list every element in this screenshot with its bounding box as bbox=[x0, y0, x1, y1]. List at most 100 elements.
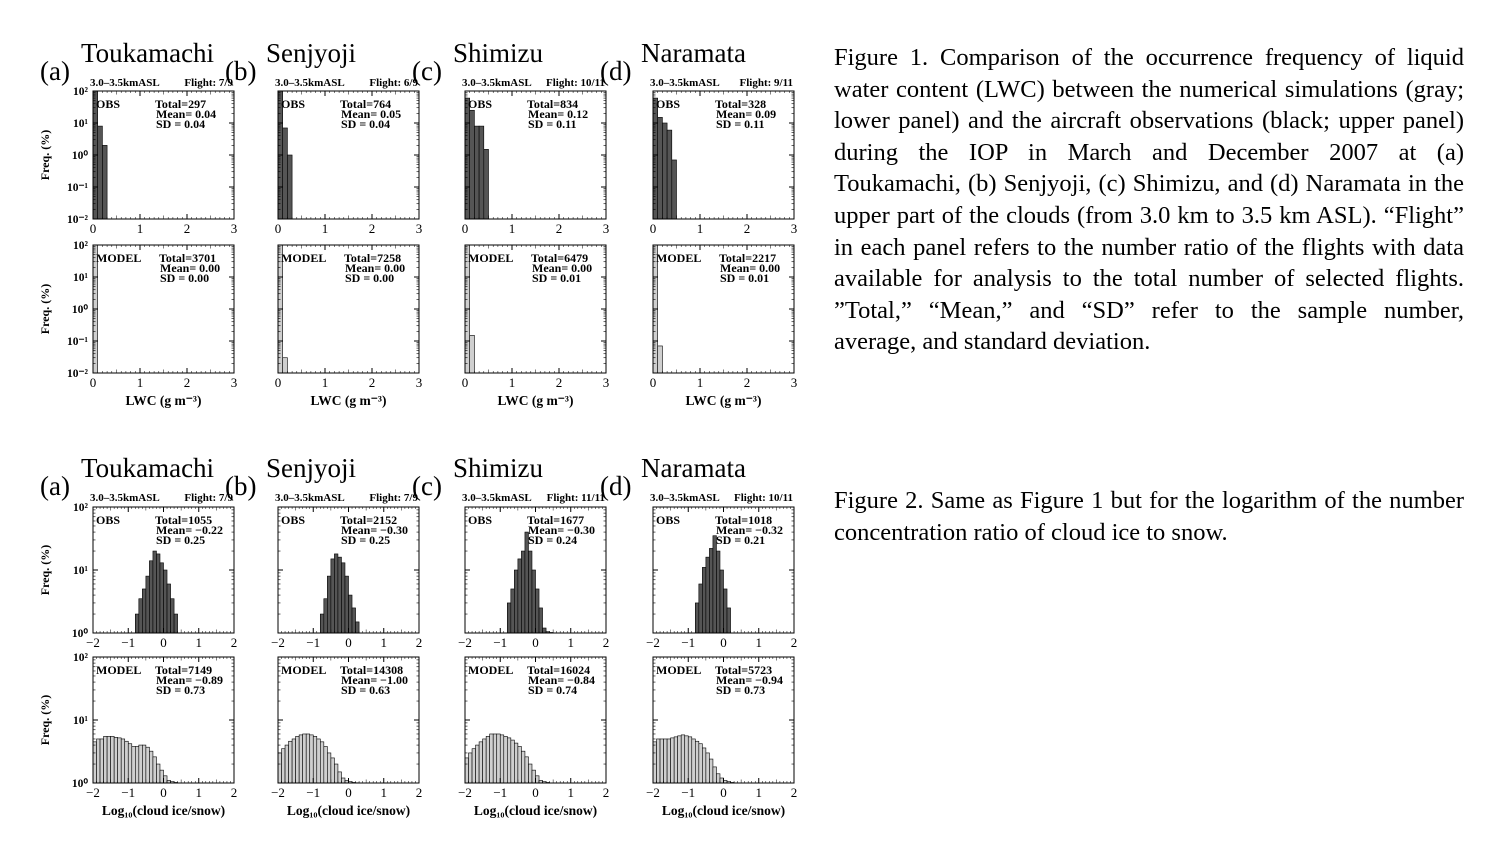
obs-bar bbox=[166, 583, 171, 634]
obs-bar bbox=[344, 575, 349, 634]
obs-label: OBS bbox=[656, 513, 680, 527]
obs-bar bbox=[351, 607, 356, 634]
model-sd: SD = 0.00 bbox=[345, 271, 394, 285]
model-bar bbox=[478, 741, 483, 784]
model-label: MODEL bbox=[656, 663, 701, 677]
model-mean: Mean= 0.00 bbox=[532, 261, 592, 275]
x-axis-label: LWC (g m⁻³) bbox=[126, 393, 202, 408]
panel-site-title: Senjyoji bbox=[266, 38, 356, 68]
panel-altitude: 3.0–3.5kmASL bbox=[275, 77, 345, 89]
panel-letter: (d) bbox=[600, 56, 631, 86]
fig2-panel-c: (c) Shimizu 3.0–3.5kmASL Flight: 11/11 −2 −1 0… bbox=[412, 453, 609, 818]
x-tick-label: 3 bbox=[791, 375, 798, 390]
y-tick-label: 10⁰ bbox=[72, 303, 89, 316]
obs-sd: SD = 0.11 bbox=[528, 117, 577, 131]
panel-letter: (c) bbox=[412, 471, 442, 501]
model-bar bbox=[719, 777, 724, 784]
obs-sd: SD = 0.25 bbox=[341, 533, 390, 547]
obs-label: OBS bbox=[468, 513, 492, 527]
obs-sd: SD = 0.21 bbox=[716, 533, 765, 547]
x-tick-label: 2 bbox=[369, 375, 376, 390]
obs-bar bbox=[542, 627, 547, 634]
model-bar bbox=[684, 735, 689, 784]
obs-bar bbox=[528, 550, 533, 634]
x-tick-label: 3 bbox=[416, 375, 423, 390]
model-bar bbox=[277, 752, 282, 784]
panel-site-title: Toukamachi bbox=[81, 453, 214, 483]
obs-sd: SD = 0.25 bbox=[156, 533, 205, 547]
x-tick-label: 2 bbox=[603, 635, 610, 650]
model-bar bbox=[163, 775, 168, 784]
obs-bar bbox=[170, 598, 175, 634]
x-axis-label: LWC (g m⁻³) bbox=[311, 393, 387, 408]
x-axis-label: LWC (g m⁻³) bbox=[686, 393, 762, 408]
model-label: MODEL bbox=[281, 251, 326, 265]
x-tick-label: 1 bbox=[756, 785, 763, 800]
x-tick-label: 1 bbox=[756, 635, 763, 650]
obs-bar bbox=[709, 548, 714, 634]
model-bar bbox=[288, 740, 293, 784]
panel-site-title: Shimizu bbox=[453, 38, 544, 68]
model-label: MODEL bbox=[96, 663, 141, 677]
model-bar bbox=[96, 738, 101, 784]
model-total: Total=7258 bbox=[344, 251, 401, 265]
model-bar bbox=[334, 763, 339, 784]
model-bar bbox=[298, 734, 303, 784]
obs-bar bbox=[712, 535, 717, 634]
x-tick-label: −2 bbox=[458, 635, 472, 650]
obs-bar bbox=[694, 602, 700, 634]
model-bar bbox=[138, 744, 143, 784]
model-bar bbox=[284, 744, 289, 784]
obs-bar bbox=[323, 598, 328, 634]
model-bar bbox=[482, 738, 487, 784]
model-bar bbox=[702, 747, 707, 784]
panel-site-title: Naramata bbox=[641, 453, 746, 483]
model-bar bbox=[295, 736, 300, 784]
obs-bar bbox=[517, 558, 522, 634]
x-axis-label: Log₁₀(cloud ice/snow) bbox=[474, 803, 597, 818]
obs-bar bbox=[156, 553, 161, 634]
panel-flight: Flight: 6/9 bbox=[369, 77, 418, 89]
x-tick-label: 1 bbox=[509, 375, 516, 390]
x-tick-label: −2 bbox=[458, 785, 472, 800]
obs-bar bbox=[135, 613, 140, 634]
obs-bar bbox=[287, 154, 293, 220]
obs-mean: Mean= 0.05 bbox=[341, 107, 401, 121]
obs-total: Total=1055 bbox=[155, 513, 212, 527]
model-bar bbox=[281, 748, 286, 784]
obs-sd: SD = 0.24 bbox=[528, 533, 577, 547]
x-tick-label: 2 bbox=[791, 635, 798, 650]
panel-site-title: Shimizu bbox=[453, 453, 544, 483]
obs-sd: SD = 0.04 bbox=[156, 117, 205, 131]
fig2-panel-d: (d) Naramata 3.0–3.5kmASL Flight: 10/11 −2 −1… bbox=[600, 453, 797, 818]
y-axis-label: Freq. (%) bbox=[38, 695, 52, 745]
panel-letter: (a) bbox=[40, 56, 70, 86]
x-tick-label: 0 bbox=[160, 635, 167, 650]
model-mean: Mean= 0.00 bbox=[160, 261, 220, 275]
model-bar bbox=[113, 737, 118, 784]
fig1-panel-c: (c) Shimizu 3.0–3.5kmASL Flight: 10/11 0 1 2 3 O… bbox=[412, 38, 609, 408]
model-label: MODEL bbox=[656, 251, 701, 265]
model-bar bbox=[496, 733, 501, 784]
x-tick-label: 3 bbox=[603, 375, 610, 390]
x-tick-label: 1 bbox=[568, 785, 575, 800]
x-tick-label: 0 bbox=[160, 785, 167, 800]
model-bar bbox=[103, 736, 108, 784]
y-axis-label: Freq. (%) bbox=[38, 284, 52, 334]
obs-total: Total=1018 bbox=[715, 513, 772, 527]
model-bar bbox=[282, 357, 288, 374]
x-tick-label: 2 bbox=[791, 785, 798, 800]
model-bar bbox=[471, 748, 476, 784]
x-tick-label: 3 bbox=[603, 221, 610, 236]
y-tick-label: 10⁻¹ bbox=[67, 182, 88, 194]
obs-bar bbox=[142, 588, 147, 634]
model-bar bbox=[117, 737, 122, 784]
model-bar bbox=[120, 738, 126, 784]
y-axis-label: Freq. (%) bbox=[38, 545, 52, 595]
panel-altitude: 3.0–3.5kmASL bbox=[650, 492, 720, 504]
